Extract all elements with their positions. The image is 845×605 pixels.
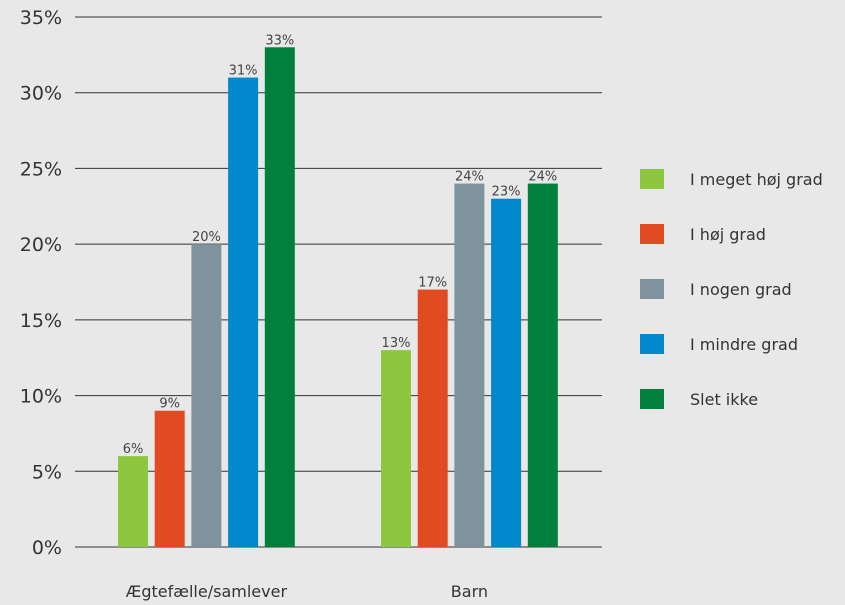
- legend-label: I nogen grad: [690, 280, 792, 299]
- bar: [154, 410, 185, 547]
- bar: [491, 198, 522, 547]
- data-label: 6%: [123, 442, 144, 457]
- data-label: 33%: [265, 33, 294, 48]
- bar: [264, 47, 295, 548]
- y-tick-label: 0%: [32, 537, 62, 559]
- data-label: 23%: [492, 185, 521, 200]
- y-tick-label: 30%: [20, 83, 62, 105]
- data-label: 20%: [192, 230, 221, 245]
- data-label: 24%: [528, 170, 557, 185]
- y-tick-label: 25%: [20, 158, 62, 180]
- legend-label: I meget høj grad: [690, 170, 823, 189]
- legend-label: Slet ikke: [690, 390, 758, 409]
- x-category-label: Ægtefælle/samlever: [126, 582, 288, 601]
- bars: [118, 47, 558, 548]
- x-axis-category-labels: Ægtefælle/samlever Barn: [126, 582, 488, 601]
- bar: [527, 183, 558, 548]
- legend-item: I høj grad: [640, 224, 766, 244]
- x-category-label: Barn: [451, 582, 488, 601]
- legend-item: I nogen grad: [640, 279, 792, 299]
- bar: [381, 350, 411, 547]
- y-tick-label: 35%: [20, 7, 62, 29]
- bar: [454, 183, 485, 548]
- data-label: 24%: [455, 170, 484, 185]
- legend-item: I mindre grad: [640, 334, 798, 354]
- legend-item: Slet ikke: [640, 389, 758, 409]
- y-tick-label: 15%: [20, 310, 62, 332]
- legend-label: I mindre grad: [690, 335, 798, 354]
- y-tick-label: 20%: [20, 234, 62, 256]
- data-label: 31%: [229, 64, 258, 79]
- legend-swatch: [640, 169, 664, 189]
- legend-swatch: [640, 334, 664, 354]
- y-tick-label: 10%: [20, 386, 62, 408]
- y-axis-tick-labels: 0% 5% 10% 15% 20% 25% 30% 35%: [20, 7, 62, 559]
- legend-swatch: [640, 224, 664, 244]
- data-labels: 6% 9% 20% 31% 33% 13% 17% 24% 23% 24%: [123, 33, 558, 457]
- data-label: 13%: [382, 336, 411, 351]
- legend-swatch: [640, 389, 664, 409]
- legend-item: I meget høj grad: [640, 169, 823, 189]
- bar: [417, 289, 448, 547]
- data-label: 9%: [159, 397, 180, 412]
- legend: I meget høj grad I høj grad I nogen grad I …: [640, 169, 823, 409]
- gridlines: [75, 16, 602, 548]
- bar: [191, 244, 222, 547]
- bar: [228, 77, 259, 548]
- bar: [118, 456, 148, 547]
- legend-label: I høj grad: [690, 225, 766, 244]
- legend-swatch: [640, 279, 664, 299]
- y-tick-label: 5%: [32, 461, 62, 483]
- data-label: 17%: [418, 276, 447, 291]
